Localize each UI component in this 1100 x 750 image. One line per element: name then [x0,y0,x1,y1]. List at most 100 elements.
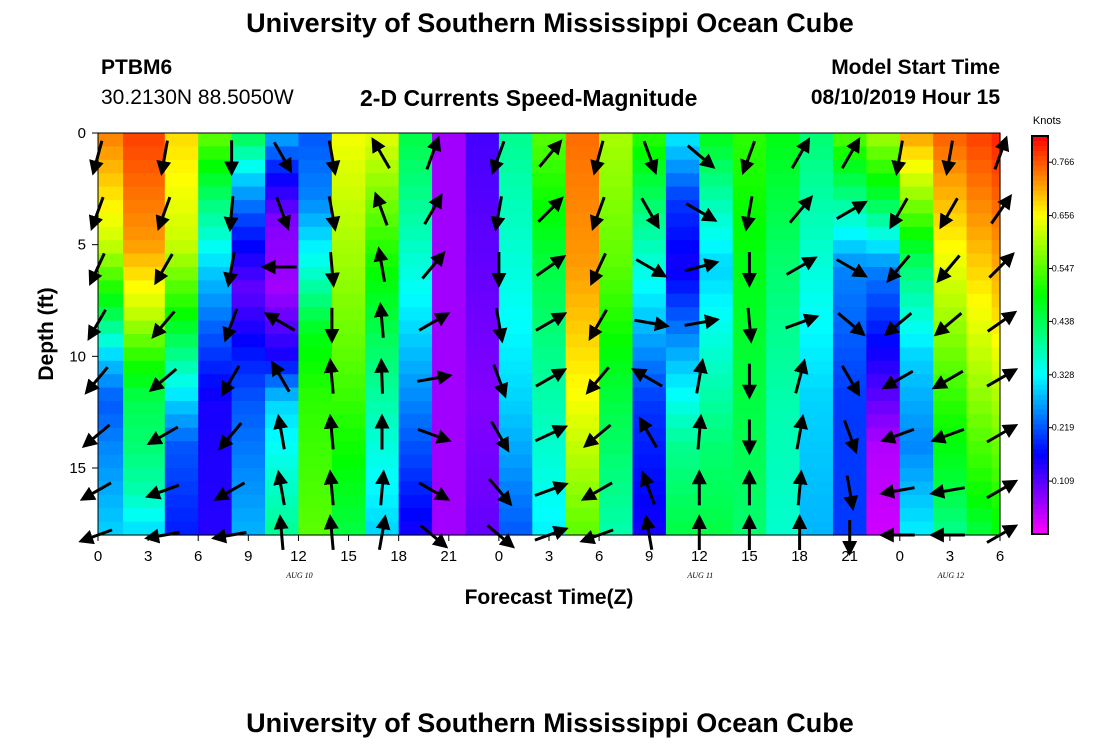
heatmap-cell [933,334,968,348]
heatmap-cell [123,414,166,429]
colorbar-swatch [1032,155,1048,162]
heatmap-cell [465,427,500,442]
colorbar-swatch [1032,404,1048,411]
heatmap-cell [331,293,366,308]
heatmap-cell [565,387,600,402]
heatmap-cell [331,334,366,348]
colorbar-tick-label: 0.109 [1052,476,1075,486]
heatmap-cell [866,508,901,523]
heatmap-cell [599,159,634,174]
x-tick-label: 18 [791,548,808,565]
heatmap-cell [465,173,500,188]
heatmap-cell [991,213,1001,228]
heatmap-cell [832,226,867,241]
heatmap-cell [933,441,968,456]
current-arrow [374,301,389,338]
current-arrow [271,360,291,393]
heatmap-cell [699,481,734,496]
current-arrow [156,140,172,177]
colorbar-frame [1031,135,1049,535]
heatmap-cell [532,186,567,201]
heatmap-cell [164,133,199,147]
date-label: AUG 10 [285,571,312,580]
heatmap-cell [498,401,533,415]
heatmap-cell [632,508,667,523]
heatmap-cell [164,213,199,228]
heatmap-cell [98,133,124,147]
current-arrow [423,193,443,225]
heatmap-cell [432,226,467,241]
heatmap-cell [398,186,433,201]
heatmap-cell [966,401,993,415]
heatmap-cell [265,401,300,415]
heatmap-cell [732,347,767,362]
heatmap-cell [799,226,834,241]
heatmap-cell [164,293,199,308]
heatmap-cell [665,360,700,375]
heatmap-cell [498,293,533,308]
heatmap-cell [498,521,533,536]
x-tick-label: 3 [545,548,553,565]
heatmap-cell [98,387,124,402]
colorbar-tick-label: 0.438 [1052,316,1075,326]
heatmap-cell [966,494,993,509]
heatmap-cell [123,159,166,174]
heatmap-cell [866,159,901,174]
current-arrow [642,140,659,176]
x-tick-label: 3 [946,548,954,565]
heatmap-cell [432,401,467,415]
heatmap-cell [265,414,300,429]
heatmap-cell [265,334,300,348]
colorbar-swatch [1032,190,1048,197]
heatmap-cell [398,360,433,375]
heatmap-cell [933,200,968,214]
heatmap-cell [398,133,433,147]
heatmap-cell [665,481,700,496]
colorbar-swatch [1032,180,1048,187]
heatmap-cell [465,200,500,214]
heatmap-cell [298,441,333,456]
heatmap-cell [766,334,801,348]
heatmap-cell [331,200,366,214]
heatmap-cell [432,454,467,469]
current-arrow [929,483,965,499]
colorbar-swatch [1032,325,1048,331]
heatmap-cell [565,307,600,322]
heatmap-cell [866,173,901,188]
date-label: AUG 12 [937,571,964,580]
heatmap-cell [933,508,968,523]
heatmap-cell [991,307,1001,322]
current-arrow [213,481,246,501]
heatmap-cell [599,401,634,415]
heatmap-cell [599,494,634,509]
heatmap-cell [766,468,801,482]
heatmap-cell [164,159,199,174]
heatmap-cell [498,320,533,335]
heatmap-cell [465,293,500,308]
current-arrow [640,470,656,505]
heatmap-cell [832,468,867,482]
heatmap-cell [966,280,993,295]
heatmap-cell [699,427,734,442]
heatmap-cell [465,280,500,295]
current-arrow [375,469,390,506]
heatmap-cell [298,280,333,295]
heatmap-cell [966,508,993,523]
heatmap-cell [933,387,968,402]
heatmap-cell [498,267,533,281]
heatmap-cell [498,481,533,496]
heatmap-cell [198,173,233,188]
heatmap-cell [991,133,1001,147]
heatmap-cell [265,441,300,456]
current-arrow [740,196,756,232]
colorbar-swatch [1032,459,1048,465]
current-arrow [785,256,818,276]
heatmap-cell [866,454,901,469]
heatmap-cell [231,146,266,161]
heatmap-cell [398,173,433,188]
heatmap-cell [331,253,366,268]
heatmap-cell [398,253,433,268]
heatmap-cell [432,508,467,523]
heatmap-cell [665,401,700,415]
heatmap-cell [665,347,700,362]
